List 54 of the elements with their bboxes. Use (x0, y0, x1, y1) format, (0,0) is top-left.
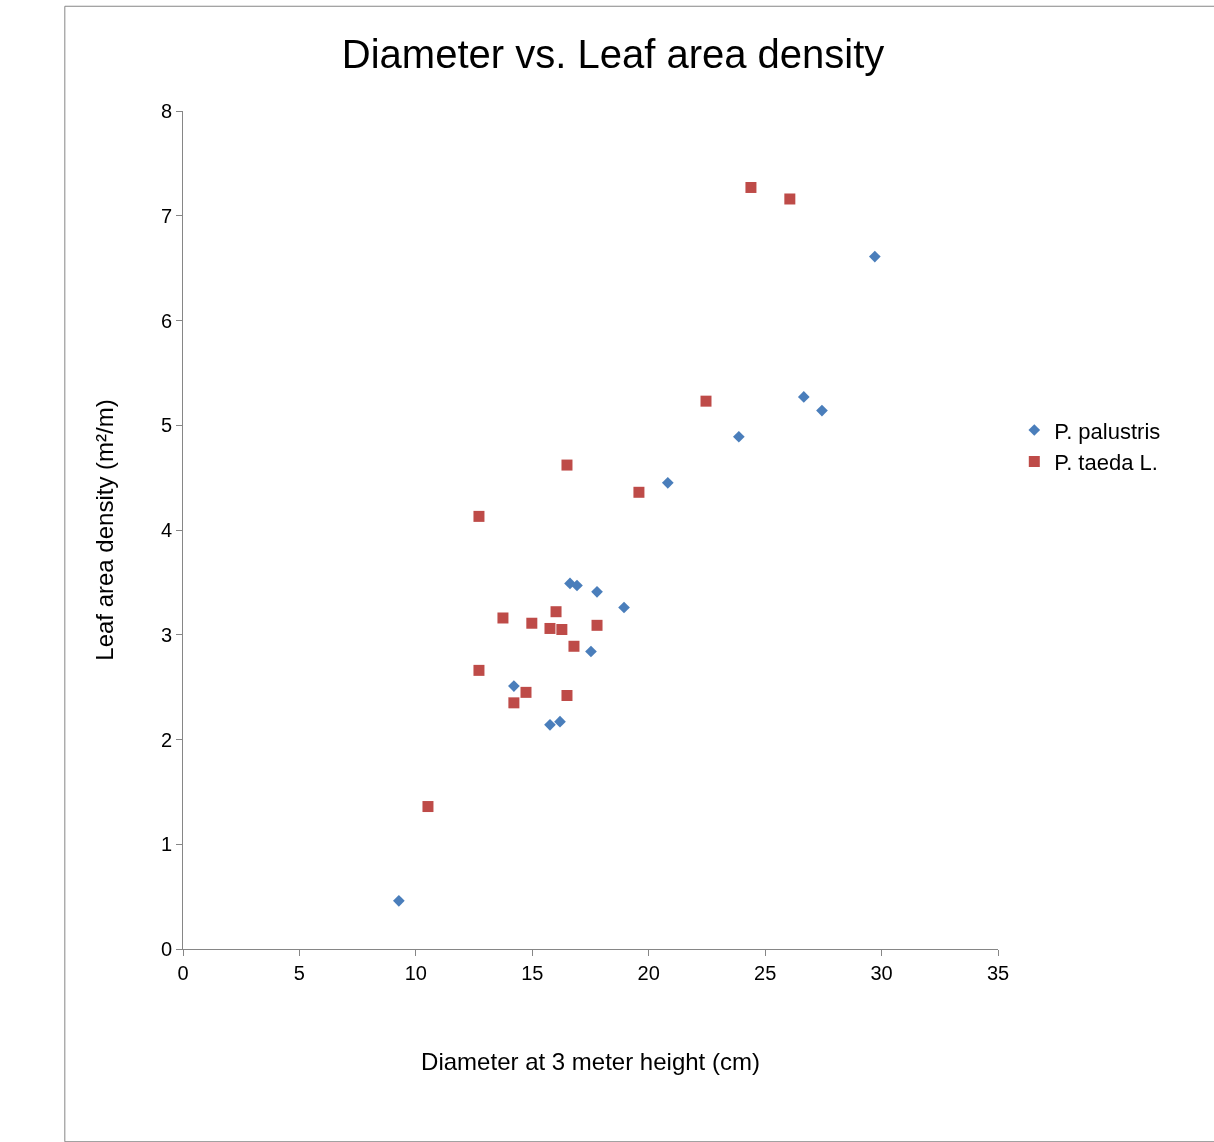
point (700, 395, 712, 407)
point (784, 193, 796, 205)
x-tick-label: 5 (293, 962, 305, 984)
point (550, 606, 562, 618)
point (556, 624, 568, 636)
point (868, 250, 881, 263)
x-tick-label: 0 (177, 962, 189, 984)
y-tick-label: 1 (160, 833, 172, 856)
point (816, 404, 828, 417)
point (422, 801, 434, 813)
point (568, 640, 580, 652)
point (591, 619, 603, 631)
point (473, 664, 485, 676)
point (544, 622, 556, 634)
point (591, 585, 603, 598)
y-tick-label: 2 (160, 728, 172, 751)
y-tick-label: 3 (160, 623, 172, 646)
x-tick-label: 15 (521, 962, 544, 984)
point (393, 894, 405, 907)
point (571, 579, 583, 592)
point (732, 430, 745, 443)
y-tick-label: 8 (160, 100, 172, 122)
y-tick-label: 5 (160, 414, 172, 437)
x-tick-label: 30 (870, 962, 893, 984)
x-axis-title: Diameter at 3 meter height (cm) (421, 1048, 760, 1076)
point (564, 577, 576, 590)
point (520, 686, 532, 698)
point (661, 477, 674, 489)
legend-label: P. taeda L. (1054, 450, 1158, 476)
point (473, 510, 485, 522)
point (633, 486, 645, 498)
x-tick-label: 35 (986, 962, 1010, 984)
point (797, 391, 810, 403)
x-tick-label: 20 (637, 962, 660, 984)
point (508, 697, 520, 709)
point (618, 601, 630, 614)
legend-label: P. palustris (1054, 418, 1161, 444)
point (561, 459, 573, 471)
point (497, 612, 509, 624)
y-tick-label: 7 (160, 204, 172, 227)
point (554, 715, 566, 728)
point (561, 690, 573, 702)
y-tick-label: 6 (160, 309, 172, 332)
chart-title: Diameter vs. Leaf area density (341, 31, 885, 76)
point (745, 181, 757, 193)
x-tick-label: 25 (754, 962, 777, 984)
point (508, 680, 520, 692)
x-tick-label: 10 (404, 962, 427, 984)
point (544, 718, 556, 731)
point (585, 645, 597, 658)
y-axis-title: Leaf area density (m²/m) (90, 399, 118, 661)
y-tick-label: 0 (160, 938, 172, 960)
y-tick-label: 4 (160, 519, 172, 541)
point (526, 617, 538, 629)
